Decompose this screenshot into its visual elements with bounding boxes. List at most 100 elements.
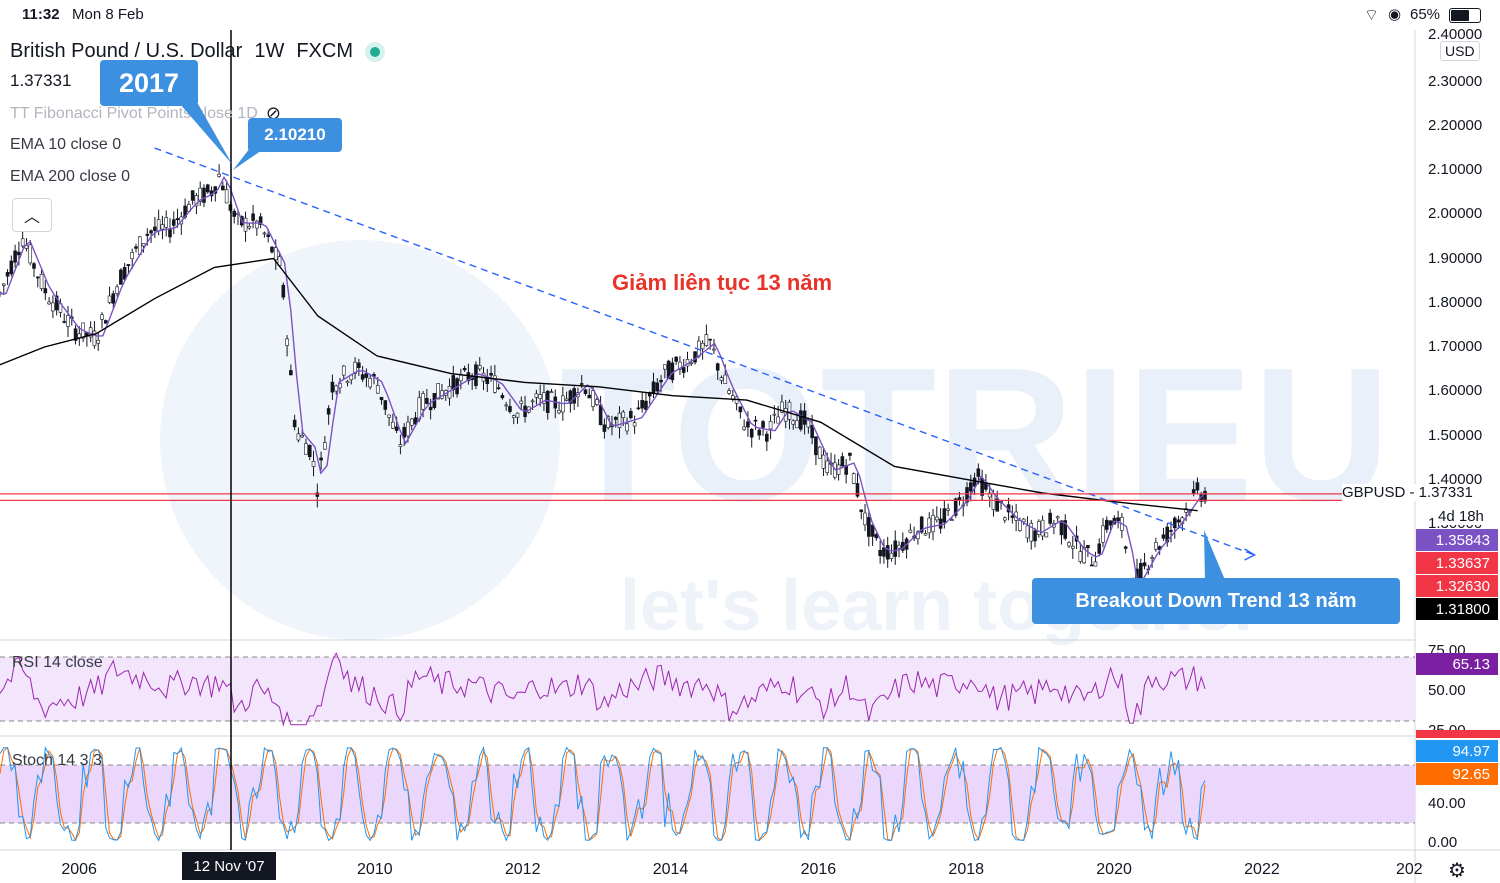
candle-body: [1123, 546, 1128, 549]
candle-body: [765, 433, 769, 442]
time-tick-label: 2022: [1244, 861, 1280, 878]
candle-body: [817, 446, 822, 459]
candle-body: [935, 516, 939, 521]
candle-body: [1161, 534, 1166, 539]
peak-price-callout[interactable]: 2.10210: [248, 118, 342, 152]
rsi-label[interactable]: RSI 14 close: [12, 654, 103, 671]
price-tick-label: 2.40000: [1428, 26, 1483, 43]
stoch-k-tag: 94.97: [1416, 740, 1498, 762]
settings-gear-icon[interactable]: ⚙: [1448, 860, 1466, 882]
candle-body: [171, 219, 176, 226]
candle-body: [723, 374, 728, 384]
candle-body: [564, 398, 569, 401]
currency-label[interactable]: USD: [1440, 41, 1480, 61]
candle-body: [923, 533, 928, 536]
candle-body: [285, 338, 289, 346]
crosshair-date-label: 12 Nov '07: [182, 852, 276, 880]
wifi-icon: ⌔: [1364, 7, 1380, 24]
candle-body: [1086, 544, 1090, 549]
candle-body: [51, 302, 55, 312]
ema10-line: [0, 175, 1206, 591]
candle-body: [867, 517, 871, 537]
candle-body: [1093, 561, 1098, 567]
price-level-tag: 1.31800: [1416, 598, 1498, 620]
price-level-tag: 1.35843: [1416, 529, 1498, 551]
candle-body: [742, 426, 746, 430]
indicator-ema10[interactable]: EMA 10 close 0: [10, 136, 122, 153]
candle-body: [579, 383, 584, 385]
candle-body: [360, 374, 365, 380]
rsi-band: [0, 657, 1415, 721]
candle-body: [103, 320, 108, 324]
indicator-ema200[interactable]: EMA 200 close 0: [10, 168, 131, 185]
status-time: 11:32: [22, 6, 60, 23]
candle-body: [885, 545, 890, 560]
candle-body: [587, 394, 592, 399]
candle-body: [315, 492, 320, 497]
candle-body: [160, 224, 165, 230]
candle-body: [307, 444, 312, 458]
bar-countdown: 4d 18h: [1438, 508, 1484, 525]
breakout-callout[interactable]: Breakout Down Trend 13 năm: [1032, 578, 1400, 624]
year-callout[interactable]: 2017: [100, 60, 198, 106]
time-tick-label: 202: [1396, 861, 1423, 878]
candle-body: [247, 226, 252, 229]
candle-body: [326, 408, 331, 415]
last-price: 1.37331: [10, 71, 72, 90]
decline-annotation[interactable]: Giảm liên tục 13 năm: [612, 270, 833, 295]
candle-body: [402, 426, 406, 438]
candle-body: [413, 417, 418, 425]
candle-body: [130, 252, 135, 260]
interval-label[interactable]: 1W: [254, 40, 285, 62]
market-status-icon[interactable]: [365, 41, 385, 62]
candle-body: [96, 340, 101, 344]
candle-body: [1082, 547, 1086, 564]
time-axis[interactable]: 2006 2010 2012 2014 2016 2018 2020 2022 202: [0, 851, 1422, 881]
candle-body: [987, 492, 992, 498]
candle-body: [863, 512, 867, 526]
candle-body: [1195, 482, 1200, 491]
candle-body: [398, 444, 403, 447]
price-level-tag: 1.33637: [1416, 552, 1498, 574]
chart-canvas[interactable]: TOTRIEU let's learn together: [0, 30, 1500, 883]
candle-body: [243, 217, 248, 232]
candle-body: [595, 399, 599, 405]
candle-body: [976, 468, 981, 477]
candle-body: [500, 395, 505, 399]
candle-body: [678, 361, 682, 370]
candle-body: [629, 410, 633, 419]
price-axis[interactable]: USD 2.40000 2.30000 2.20000 2.10000 2.00000 1…: [1416, 26, 1500, 820]
candle-body: [655, 382, 660, 392]
candle-body: [1108, 520, 1113, 526]
candle-body: [1089, 564, 1094, 567]
status-bar: 11:32 Mon 8 Feb ⌔ ◉ 65%: [0, 0, 1500, 30]
candle-body: [859, 509, 864, 513]
candle-body: [810, 424, 814, 439]
candle-body: [1021, 518, 1026, 523]
symbol-name[interactable]: British Pound / U.S. Dollar: [10, 40, 243, 62]
candle-body: [300, 434, 304, 438]
candle-body: [583, 389, 588, 394]
candle-body: [757, 429, 762, 436]
candle-body: [644, 400, 648, 410]
candle-body: [848, 452, 852, 456]
collapse-legend-button[interactable]: ︿: [12, 198, 52, 232]
rsi-value-tag: 65.13: [1416, 653, 1498, 675]
stoch-k-line: [0, 745, 1206, 842]
price-tick-label: 2.10000: [1428, 161, 1483, 178]
candle-body: [515, 412, 520, 418]
downtrend-line: [154, 147, 1255, 556]
candle-body: [825, 460, 830, 473]
price-tick-label: 1.50000: [1428, 426, 1483, 444]
candle-body: [878, 549, 882, 557]
candle-body: [942, 508, 947, 523]
candle-body: [821, 454, 826, 469]
stoch-label[interactable]: Stoch 14 3 3: [12, 752, 102, 769]
candle-body: [938, 518, 943, 529]
time-tick-label: 2014: [652, 861, 689, 878]
candle-body: [689, 362, 694, 365]
candle-body: [383, 400, 388, 410]
price-tick-label: 1.70000: [1428, 338, 1483, 355]
candle-body: [32, 263, 36, 269]
